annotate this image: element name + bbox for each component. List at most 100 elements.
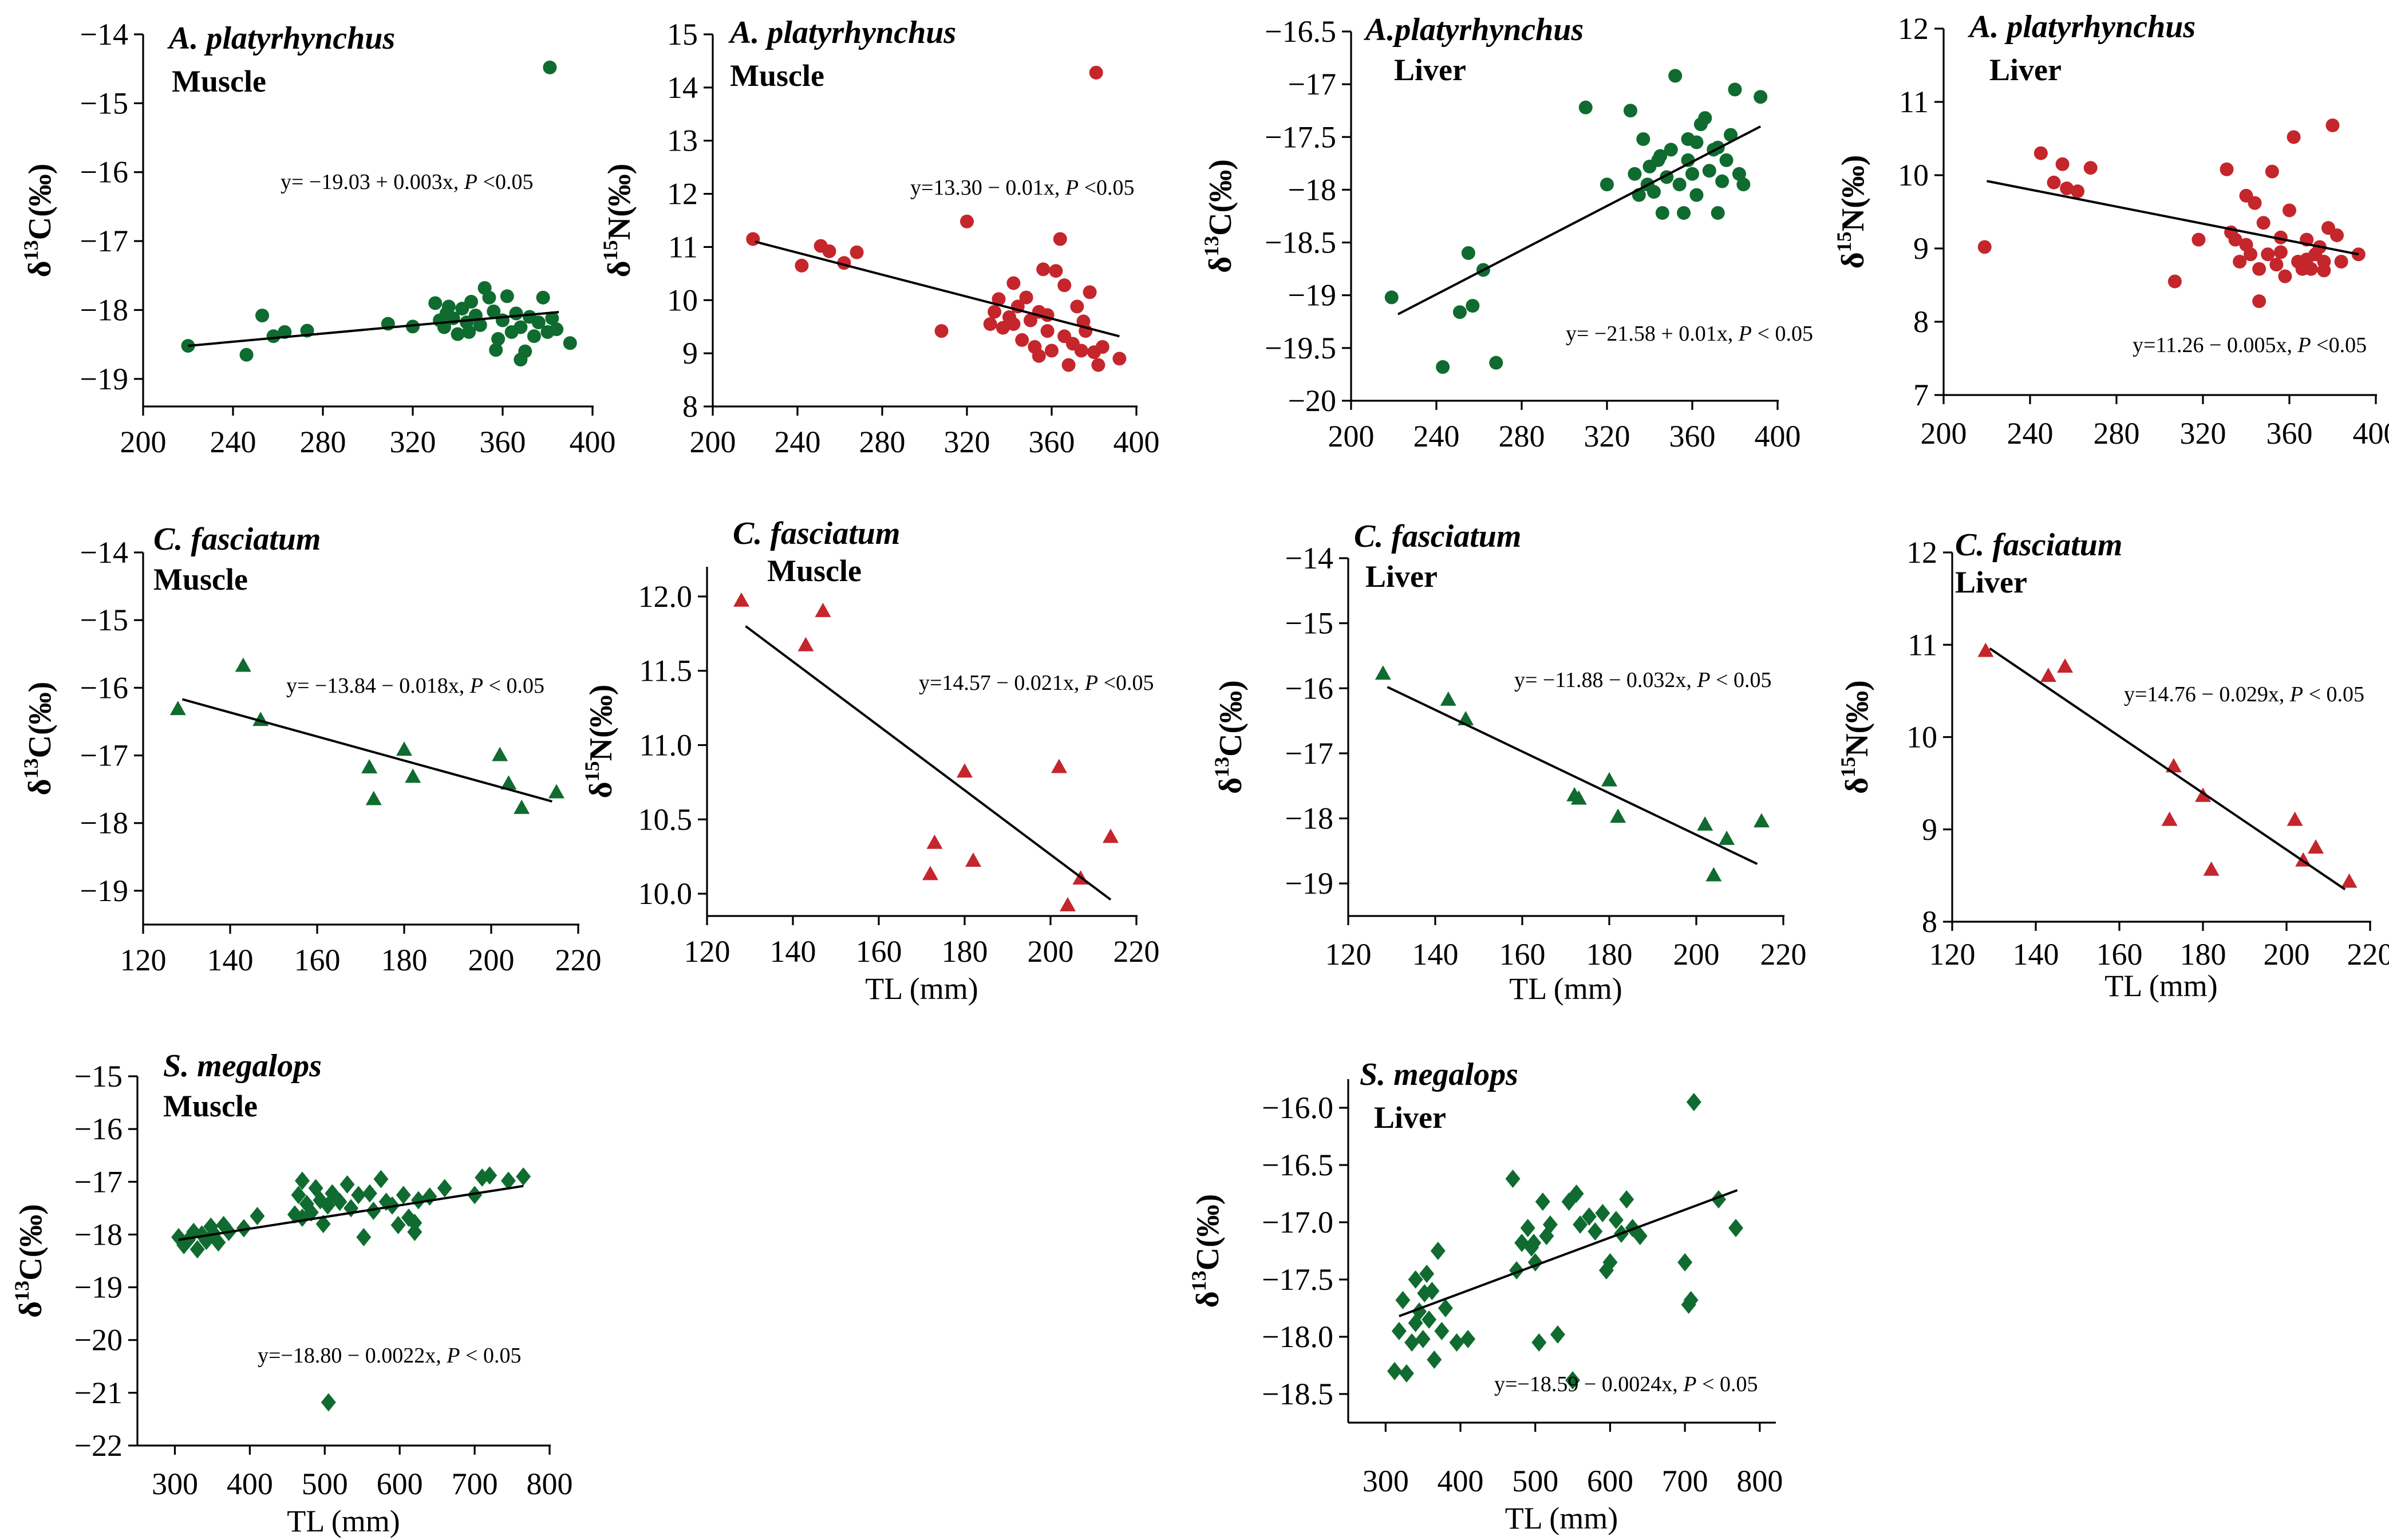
y-tick-label: −15 bbox=[80, 603, 128, 637]
data-point bbox=[746, 232, 760, 246]
data-point bbox=[410, 1191, 426, 1210]
y-tick-label: −15 bbox=[1285, 606, 1333, 641]
y-axis-title-prefix: δ bbox=[1190, 1291, 1226, 1308]
y-axis-title-sup: 13 bbox=[1210, 757, 1233, 777]
data-point bbox=[2325, 118, 2340, 132]
species-label: A. platyrhynchus bbox=[167, 21, 395, 56]
y-axis-title-suffix: N(‰) bbox=[602, 164, 637, 240]
data-point bbox=[1736, 177, 1751, 192]
x-tick-label: 700 bbox=[452, 1467, 498, 1501]
data-point bbox=[2165, 758, 2182, 773]
regression-line bbox=[1387, 686, 1758, 865]
data-point bbox=[1057, 278, 1072, 293]
data-point bbox=[1683, 1291, 1699, 1309]
tissue-label: Liver bbox=[1955, 565, 2027, 599]
data-point bbox=[1570, 790, 1587, 805]
panel-a-plat-muscle-n: 200 240 280 320 360 40089101112131415δ15N(‰)A… bbox=[599, 15, 1160, 459]
y-tick-label: 11 bbox=[1899, 85, 1929, 119]
data-point bbox=[437, 1179, 452, 1198]
equation-threshold: < 0.05 bbox=[2303, 682, 2364, 706]
y-axis-title-prefix: δ bbox=[583, 781, 619, 798]
y-axis-title-sup: 15 bbox=[599, 240, 622, 260]
data-point bbox=[2252, 262, 2266, 276]
panel-c-fasc-muscle-c: 120 140 160 180 200 220−14−15−16−17−18−19δ13C… bbox=[19, 522, 602, 977]
x-tick-label: 300 bbox=[1363, 1464, 1409, 1498]
data-point bbox=[1977, 642, 1994, 657]
x-tick-label: 320 bbox=[2180, 416, 2226, 451]
data-point bbox=[1689, 188, 1704, 202]
y-axis-title-suffix: C(‰) bbox=[1190, 1194, 1226, 1271]
data-point bbox=[1542, 1215, 1558, 1234]
tissue-label: Liver bbox=[1374, 1100, 1446, 1135]
equation-p: P bbox=[469, 674, 483, 698]
data-point bbox=[1006, 317, 1021, 331]
data-point bbox=[2195, 787, 2211, 802]
y-axis-title: δ13C(‰) bbox=[1200, 159, 1238, 273]
data-point bbox=[396, 741, 412, 756]
data-point bbox=[1608, 1211, 1624, 1229]
data-point bbox=[390, 1215, 406, 1234]
x-tick-label: 200 bbox=[1673, 937, 1720, 972]
data-point bbox=[514, 320, 528, 334]
data-point bbox=[321, 1393, 336, 1412]
y-axis-title: δ15N(‰) bbox=[581, 685, 619, 799]
data-point bbox=[405, 768, 421, 783]
data-point bbox=[396, 1186, 411, 1205]
x-tick-label: 120 bbox=[684, 934, 730, 969]
data-point bbox=[1689, 135, 1704, 149]
species-label: C. fasciatum bbox=[1354, 519, 1521, 554]
data-point bbox=[983, 317, 997, 331]
data-point bbox=[1653, 149, 1668, 163]
data-point bbox=[1581, 1207, 1597, 1226]
x-tick-label: 200 bbox=[1328, 419, 1375, 453]
y-tick-label: 11.0 bbox=[639, 728, 693, 762]
data-point bbox=[500, 289, 514, 303]
data-point bbox=[514, 799, 530, 814]
tissue-label: Muscle bbox=[172, 64, 266, 98]
data-point bbox=[462, 325, 476, 339]
data-point bbox=[516, 1167, 531, 1186]
equation-threshold: <0.05 bbox=[1079, 176, 1134, 200]
equation-p: P bbox=[2297, 333, 2311, 357]
x-tick-label: 500 bbox=[302, 1467, 348, 1501]
x-axis-title: TL (mm) bbox=[1505, 1501, 1618, 1535]
data-point bbox=[467, 1186, 483, 1205]
panel-s-mega-muscle-c: 300 400 500 600 700 800 −15 −16 −17 −18 −19 −20 −21 −… bbox=[10, 1048, 573, 1538]
x-tick-label: 180 bbox=[942, 934, 988, 969]
data-point bbox=[527, 329, 541, 343]
y-tick-label: −18.0 bbox=[1262, 1320, 1333, 1354]
y-tick-label: 10 bbox=[1898, 158, 1929, 192]
y-tick-label: −15 bbox=[80, 86, 128, 120]
data-point bbox=[1578, 100, 1593, 114]
data-point bbox=[2161, 811, 2178, 826]
data-point bbox=[464, 295, 479, 309]
data-point bbox=[1384, 290, 1399, 305]
data-point bbox=[1417, 1284, 1432, 1302]
data-point bbox=[1015, 333, 1029, 347]
data-point bbox=[1095, 340, 1109, 354]
panel-a-plat-liver-c: 200 240 280 320 360 400 −16.5 −17 −17.5 −18 −18.5 −… bbox=[1200, 12, 1813, 453]
panel-a-plat-muscle-c: 200 240 280 320 360 400 −14 −15 −16 −17 −18 −19 δ13C… bbox=[19, 17, 616, 459]
equation-p: P bbox=[446, 1344, 460, 1368]
data-point bbox=[339, 1175, 355, 1194]
y-tick-label: 14 bbox=[667, 70, 698, 105]
x-tick-label: 360 bbox=[480, 425, 526, 459]
data-point bbox=[1668, 69, 1683, 83]
equation-threshold: <0.05 bbox=[477, 170, 533, 194]
x-tick-label: 800 bbox=[1736, 1464, 1783, 1498]
panel-c-fasc-liver-n: 120 140 160 180 200 220 8 9 10 11 12 δ15N(‰) TL (mm)… bbox=[1837, 527, 2389, 1003]
data-point bbox=[1089, 65, 1103, 80]
y-tick-label: 9 bbox=[682, 336, 698, 370]
x-tick-label: 300 bbox=[152, 1467, 198, 1501]
y-tick-label: −19 bbox=[74, 1270, 123, 1305]
x-tick-label: 140 bbox=[207, 943, 254, 977]
regression-equation: y= −13.84 − 0.018x, P < 0.05 bbox=[286, 674, 544, 698]
species-label: C. fasciatum bbox=[153, 522, 321, 557]
y-tick-label: −14 bbox=[80, 17, 128, 52]
data-point bbox=[1569, 1184, 1584, 1203]
x-tick-label: 280 bbox=[300, 425, 346, 459]
tissue-label: Liver bbox=[1394, 53, 1466, 87]
data-point bbox=[1623, 104, 1637, 118]
x-tick-label: 320 bbox=[390, 425, 436, 459]
data-point bbox=[1977, 240, 1992, 254]
